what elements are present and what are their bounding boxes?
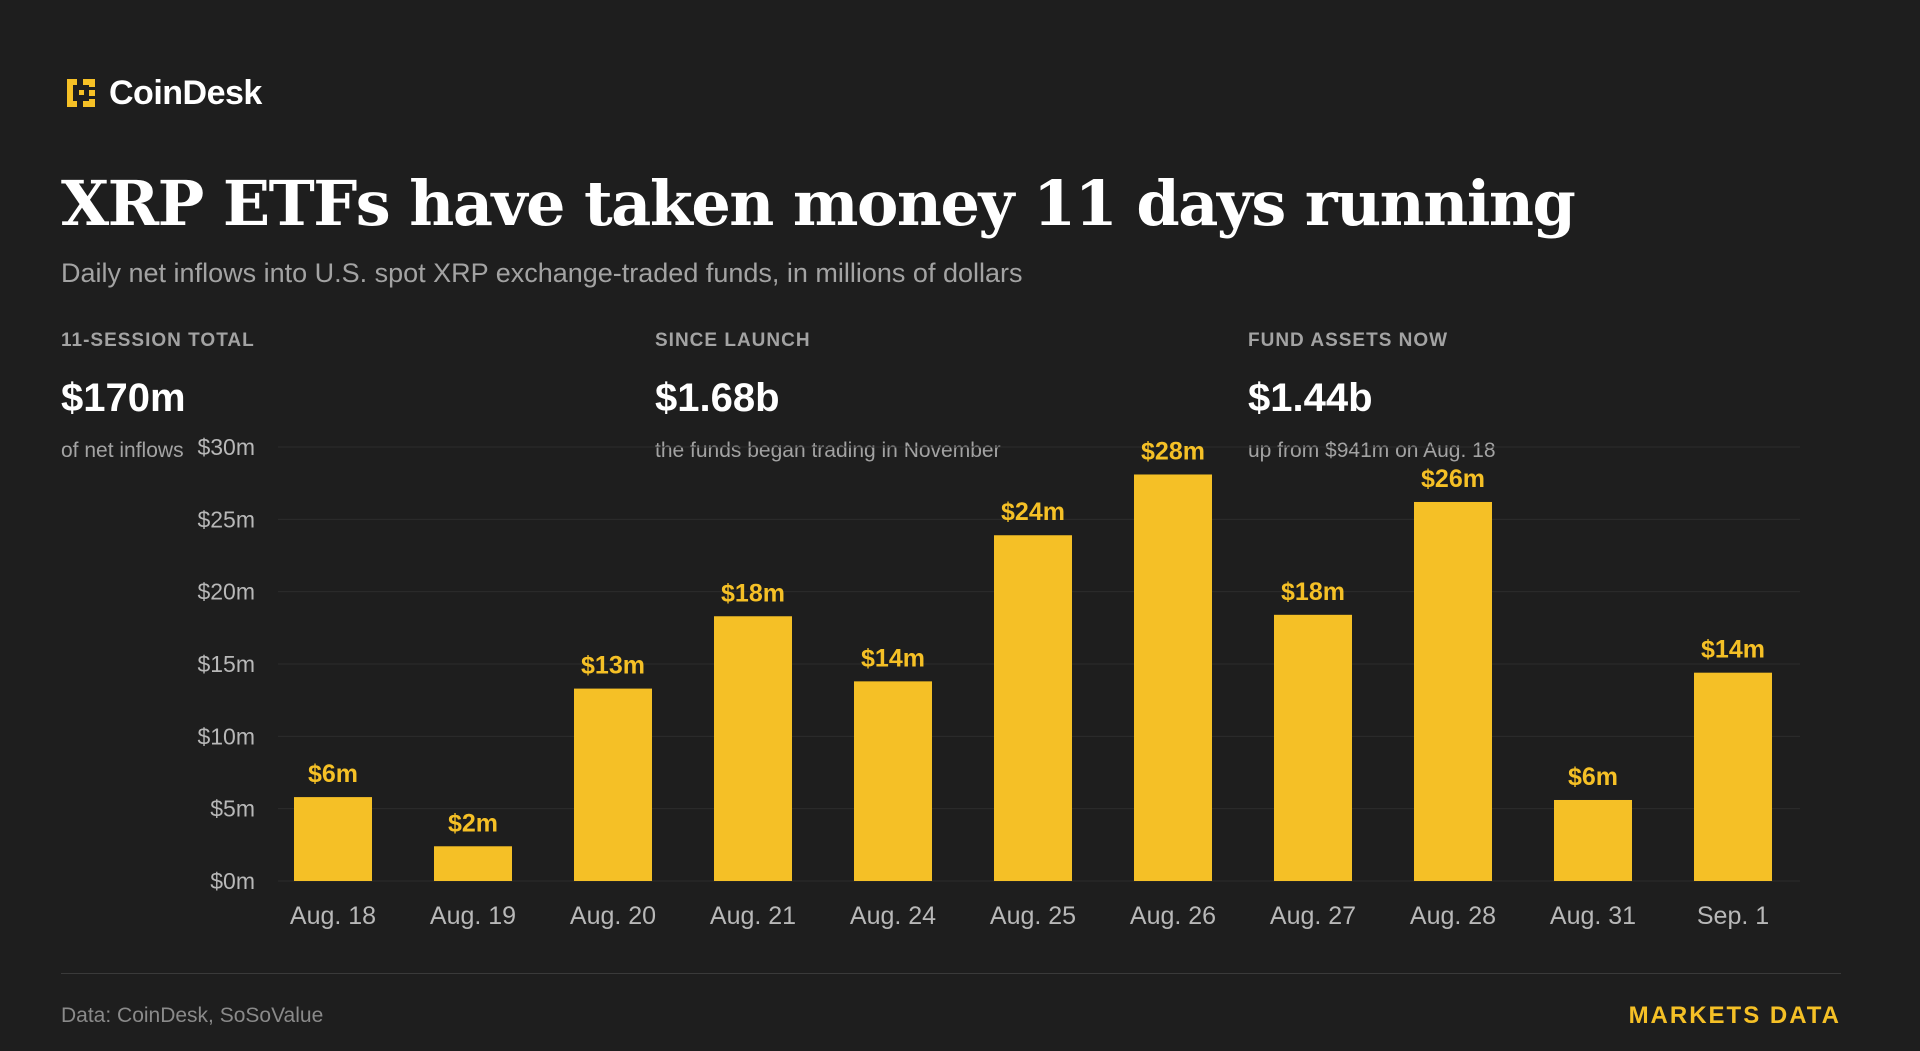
bar-value-label: $26m bbox=[1421, 465, 1485, 493]
footer-divider bbox=[61, 973, 1841, 974]
bar-value-label: $13m bbox=[581, 652, 645, 680]
coindesk-logo-icon bbox=[67, 79, 95, 107]
x-tick-label: Aug. 18 bbox=[290, 902, 376, 930]
logo: CoinDesk bbox=[61, 73, 262, 113]
x-tick-label: Aug. 26 bbox=[1130, 902, 1216, 930]
stat-note: of net inflows bbox=[61, 439, 184, 462]
x-tick-label: Sep. 1 bbox=[1697, 902, 1769, 930]
bar bbox=[1134, 474, 1212, 881]
chart-subtitle: Daily net inflows into U.S. spot XRP exc… bbox=[61, 258, 1023, 288]
bar-value-label: $24m bbox=[1001, 498, 1065, 526]
x-tick-label: Aug. 28 bbox=[1410, 902, 1496, 930]
y-tick-label: $15m bbox=[197, 651, 255, 677]
stat-since-launch: SINCE LAUNCH $1.68b the funds began trad… bbox=[655, 330, 1001, 463]
bar-value-label: $14m bbox=[861, 644, 925, 672]
x-tick-label: Aug. 21 bbox=[710, 902, 796, 930]
x-tick-label: Aug. 24 bbox=[850, 902, 936, 930]
bar-value-label: $2m bbox=[448, 809, 498, 837]
x-tick-label: Aug. 19 bbox=[430, 902, 516, 930]
bar-value-label: $18m bbox=[721, 579, 785, 607]
bar-value-label: $18m bbox=[1281, 578, 1345, 606]
stat-label: 11-SESSION TOTAL bbox=[61, 330, 255, 351]
stat-note: the funds began trading in November bbox=[655, 439, 1001, 462]
stat-value: $1.68b bbox=[655, 376, 780, 420]
bar bbox=[294, 797, 372, 881]
section-tag: MARKETS DATA bbox=[1628, 1002, 1841, 1029]
logo-text: CoinDesk bbox=[109, 73, 262, 112]
y-tick-label: $0m bbox=[210, 868, 255, 894]
stat-value: $1.44b bbox=[1248, 376, 1373, 420]
stat-note: up from $941m on Aug. 18 bbox=[1248, 439, 1496, 462]
stat-label: FUND ASSETS NOW bbox=[1248, 330, 1449, 351]
data-source: Data: CoinDesk, SoSoValue bbox=[61, 1004, 324, 1027]
bar bbox=[994, 535, 1072, 881]
stat-session-total: 11-SESSION TOTAL $170m of net inflows bbox=[61, 330, 255, 463]
bar bbox=[854, 681, 932, 881]
y-tick-label: $10m bbox=[197, 723, 255, 749]
chart-title: XRP ETFs have taken money 11 days runnin… bbox=[61, 167, 1576, 240]
x-tick-label: Aug. 25 bbox=[990, 902, 1076, 930]
stat-label: SINCE LAUNCH bbox=[655, 330, 811, 351]
bar-value-label: $28m bbox=[1141, 437, 1205, 465]
bar bbox=[574, 688, 652, 881]
stat-fund-assets: FUND ASSETS NOW $1.44b up from $941m on … bbox=[1248, 330, 1496, 463]
bar bbox=[1554, 799, 1632, 881]
stat-value: $170m bbox=[61, 376, 186, 420]
x-tick-label: Aug. 27 bbox=[1270, 902, 1356, 930]
x-tick-label: Aug. 31 bbox=[1550, 902, 1636, 930]
y-tick-label: $25m bbox=[197, 506, 255, 532]
x-tick-label: Aug. 20 bbox=[570, 902, 656, 930]
bar bbox=[1694, 672, 1772, 881]
bar-value-label: $6m bbox=[1568, 763, 1618, 791]
bar-value-label: $14m bbox=[1701, 636, 1765, 664]
bar bbox=[1274, 614, 1352, 881]
bar bbox=[434, 846, 512, 881]
bar-value-label: $6m bbox=[308, 760, 358, 788]
y-tick-label: $5m bbox=[210, 796, 255, 822]
bar bbox=[1414, 501, 1492, 881]
y-tick-label: $20m bbox=[197, 579, 255, 605]
bar bbox=[714, 616, 792, 881]
y-tick-label: $30m bbox=[197, 434, 255, 460]
